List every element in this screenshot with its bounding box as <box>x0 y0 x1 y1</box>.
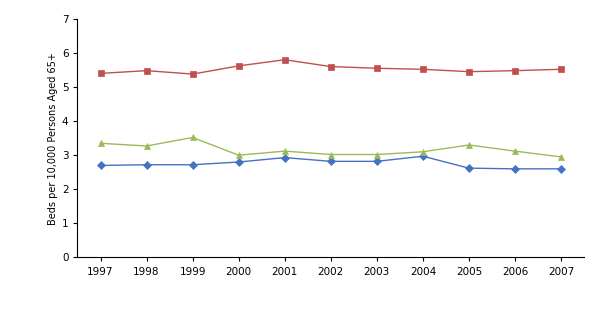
Y-axis label: Beds per 10,000 Persons Aged 65+: Beds per 10,000 Persons Aged 65+ <box>48 52 58 225</box>
